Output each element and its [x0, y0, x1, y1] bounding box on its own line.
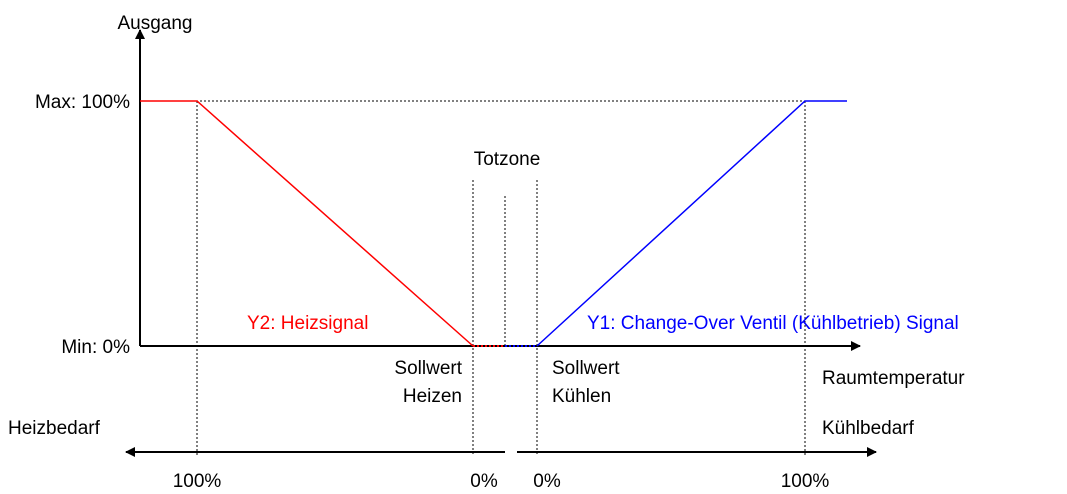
scale-label: 0% — [533, 471, 561, 492]
max-label: Max: 100% — [35, 92, 130, 113]
heating-signal-label: Y2: Heizsignal — [247, 313, 368, 334]
cooling-signal-label: Y1: Change-Over Ventil (Kühlbetrieb) Sig… — [587, 313, 959, 334]
x-label: Raumtemperatur — [822, 368, 965, 389]
cooling-line — [536, 100, 847, 347]
scale-label: 0% — [470, 471, 498, 492]
setpoint-heating: Sollwert — [394, 358, 462, 379]
heating-demand: Heizbedarf — [8, 418, 101, 439]
scale-label: 100% — [173, 471, 222, 492]
scale-label: 100% — [781, 471, 830, 492]
cooling-demand: Kühlbedarf — [822, 418, 915, 439]
heating-line — [140, 100, 474, 347]
setpoint-cooling: Sollwert — [552, 358, 620, 379]
setpoint-cooling: Kühlen — [552, 386, 611, 407]
min-label: Min: 0% — [61, 337, 130, 358]
y-label: Ausgang — [117, 13, 192, 34]
deadband-label: Totzone — [474, 149, 541, 170]
setpoint-heating: Heizen — [403, 386, 462, 407]
